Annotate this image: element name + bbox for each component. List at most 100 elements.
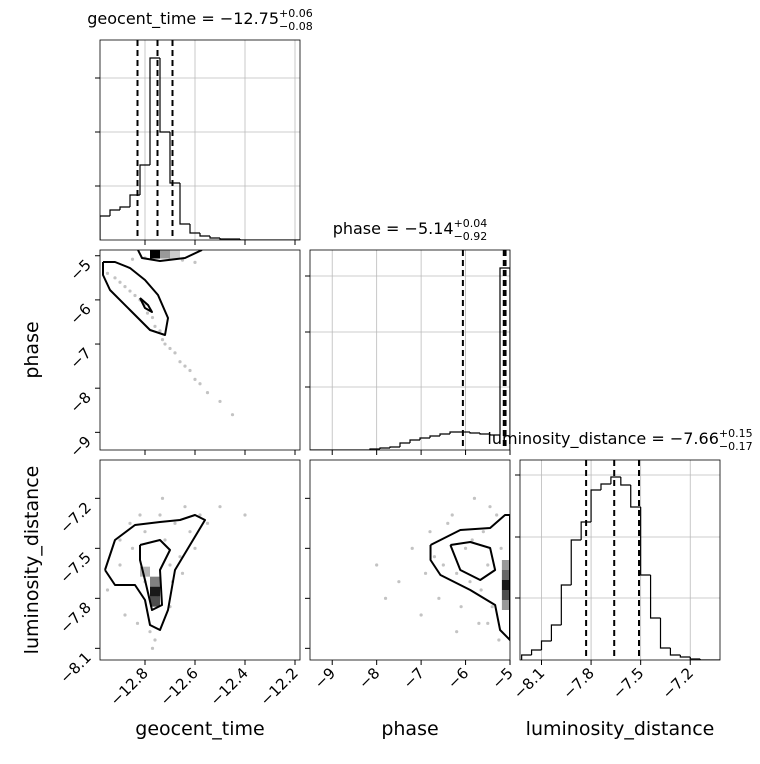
scatter-point [128, 289, 132, 293]
plot-area [521, 460, 720, 660]
hist-step [239, 239, 250, 240]
density-cell [501, 600, 510, 610]
contour [139, 539, 171, 611]
hist-step [449, 431, 460, 434]
title-lower: −0.08 [279, 20, 313, 33]
scatter-point [163, 342, 167, 346]
scatter-point [205, 391, 210, 395]
contour [104, 514, 206, 631]
x-tick-label: −7 [400, 664, 428, 692]
hist-step [570, 539, 582, 585]
scatter-point [490, 605, 494, 609]
hist-step [119, 206, 130, 210]
hist-step [560, 584, 572, 625]
hist-step [540, 640, 552, 650]
hist-step [580, 521, 592, 540]
scatter-point [441, 563, 445, 567]
hist-step [379, 447, 390, 449]
panel-frame [519, 459, 721, 661]
scatter-point [153, 324, 157, 328]
density-cell [501, 570, 510, 580]
x-axis-label: geocent_time [135, 718, 264, 740]
scatter-point [468, 580, 472, 584]
x-tick-label: −8 [355, 664, 383, 692]
hist-step [699, 659, 711, 660]
scatter-point [486, 621, 490, 625]
plot-area [100, 40, 300, 240]
scatter-point [183, 364, 187, 368]
scatter-point [455, 630, 459, 634]
scatter-point [432, 555, 437, 559]
scatter-point [150, 315, 155, 320]
x-tick-label: −7.5 [609, 664, 647, 702]
scatter-point [499, 546, 503, 550]
title-upper: +0.04 [454, 217, 488, 230]
scatter-point [495, 513, 499, 517]
title-main: luminosity_distance = −7.66 [487, 429, 718, 449]
hist-step [439, 433, 450, 436]
hist-step [499, 267, 510, 450]
density-cell [150, 576, 160, 587]
hist-step [640, 507, 651, 576]
hist-step [610, 476, 621, 484]
scatter-point [118, 563, 122, 567]
hist-step [600, 483, 611, 490]
hist-step [630, 485, 641, 508]
hist-step [199, 233, 210, 237]
hist-step [689, 657, 701, 660]
scatter-point [477, 621, 481, 625]
scatter-point [118, 538, 122, 542]
hist-step [550, 624, 562, 641]
scatter-point [428, 530, 432, 534]
contour [449, 541, 497, 581]
scatter-point [488, 505, 492, 509]
contour [429, 514, 510, 641]
scatter-point [205, 521, 210, 525]
hist-step [179, 183, 190, 225]
density-cell [170, 250, 180, 259]
plot-area [104, 496, 247, 650]
panel-frame [309, 249, 511, 451]
hist-step [489, 434, 500, 436]
scatter-point [230, 413, 235, 417]
panel-title: geocent_time = −12.75+0.06 −0.08 [87, 7, 313, 33]
x-tick-label: −12.4 [207, 664, 252, 709]
y-tick-label: −6 [66, 300, 94, 328]
plot-area [375, 496, 510, 642]
scatter-point [130, 546, 135, 550]
hist-step [149, 57, 160, 165]
scatter-point [472, 496, 477, 500]
x-tick-label: −9 [311, 664, 339, 692]
scatter-point [123, 285, 127, 289]
scatter-point [143, 530, 147, 534]
scatter-point [459, 605, 463, 609]
scatter-point [105, 271, 110, 275]
scatter-point [470, 538, 474, 542]
hist-step [159, 58, 170, 133]
panel-title: luminosity_distance = −7.66+0.15 −0.17 [487, 427, 752, 453]
scatter-point [188, 368, 192, 373]
hist-step [679, 655, 691, 658]
x-tick-label: −8.1 [510, 664, 548, 702]
panel: −12.8 −12.6 −12.4 −12.2 −7.2 −7.5 −7.8 −8.1 geoc… [21, 459, 302, 740]
scatter-point [113, 276, 117, 280]
scatter-point [135, 621, 140, 625]
hist-step [109, 209, 120, 216]
scatter-point [437, 596, 441, 600]
hist-step [469, 432, 480, 434]
title-lower: −0.17 [719, 440, 753, 453]
hist-step [389, 446, 400, 448]
scatter-point [158, 513, 162, 517]
scatter-point [397, 580, 401, 584]
scatter-point [243, 513, 247, 517]
scatter-point [160, 338, 165, 342]
density-cell [160, 250, 170, 259]
scatter-point [419, 613, 423, 617]
y-tick-label: −8.1 [56, 648, 94, 686]
scatter-point [450, 513, 454, 517]
scatter-point [153, 638, 157, 642]
y-tick-label: −7 [66, 344, 94, 372]
scatter-point [446, 521, 450, 525]
